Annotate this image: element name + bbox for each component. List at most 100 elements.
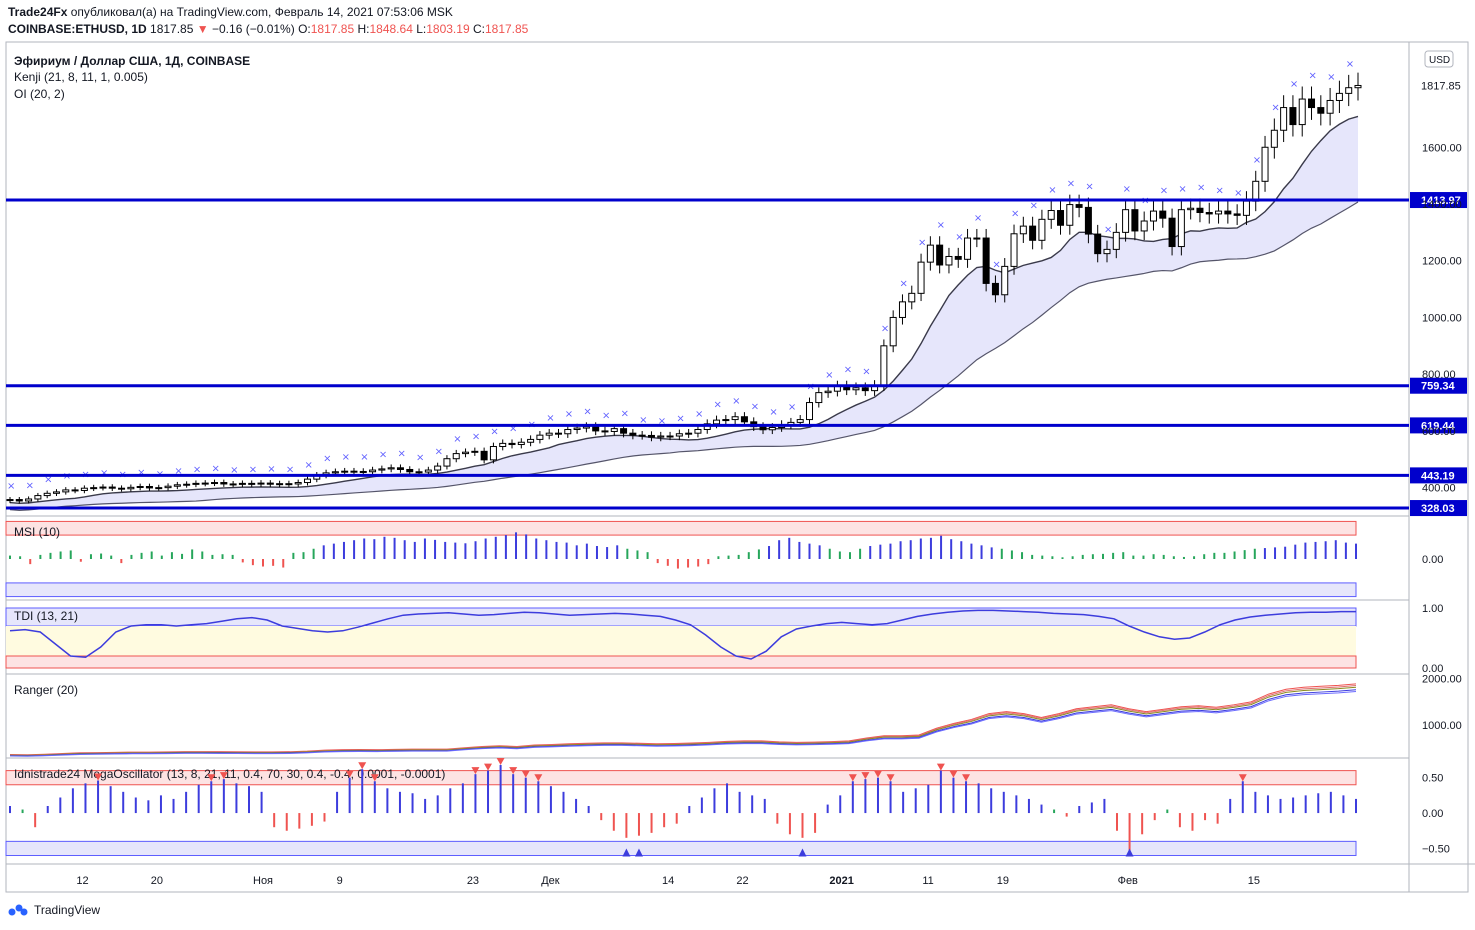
candle-body <box>266 482 274 485</box>
ranger-line <box>9 686 1357 756</box>
candle-body <box>517 441 525 446</box>
candle-body <box>15 499 23 502</box>
kenji-cross-marker: × <box>658 416 666 427</box>
author-name[interactable]: Trade24Fx <box>8 5 68 19</box>
indicator-title: Idnistrade24 MegaOscillator (13, 8, 21, … <box>14 767 445 781</box>
candle-body <box>238 482 246 485</box>
sell-signal-icon <box>848 774 857 782</box>
candle-body <box>1131 209 1139 232</box>
last-price: 1817.85 <box>150 22 194 36</box>
candle-body <box>945 255 953 266</box>
candle-body <box>452 453 460 460</box>
candle-body <box>740 416 748 423</box>
time-tick-label: 14 <box>662 875 674 887</box>
candle-body <box>1317 107 1325 114</box>
footer-brand[interactable]: TradingView <box>34 903 101 917</box>
candle-body <box>1038 218 1046 241</box>
kenji-cross-marker: × <box>1327 72 1335 83</box>
open-value: 1817.85 <box>310 22 355 36</box>
candle-body <box>211 482 219 485</box>
candle-body <box>350 470 358 473</box>
kenji-cross-marker: × <box>1178 184 1186 195</box>
candle-body <box>796 419 804 423</box>
ranger-tick-label: 1000.00 <box>1422 720 1462 732</box>
open-label: O: <box>298 22 311 36</box>
candle-body <box>657 435 665 438</box>
currency-badge <box>1424 50 1454 68</box>
candle-body <box>508 442 516 446</box>
candle-body <box>1168 217 1176 248</box>
kenji-cross-marker: × <box>342 452 350 463</box>
price-tick-label: 1400.00 <box>1422 199 1462 211</box>
candle-body <box>136 486 144 489</box>
kenji-cross-marker: × <box>1346 59 1354 70</box>
kenji-cross-marker: × <box>751 401 759 412</box>
candle-body <box>768 427 776 431</box>
sell-signal-icon <box>219 772 228 780</box>
kenji-cross-marker: × <box>490 427 498 438</box>
sell-signal-icon <box>962 774 971 782</box>
candle-body <box>1298 98 1306 126</box>
osc-tick-label: 0.00 <box>1422 808 1443 820</box>
candle-body <box>898 301 906 318</box>
indicator-zone <box>5 582 1357 598</box>
tdi-tick-label: 1.00 <box>1422 603 1443 615</box>
candle-body <box>647 434 655 438</box>
time-tick-label: 11 <box>922 875 933 887</box>
candle-body <box>1140 220 1148 232</box>
kenji-cross-marker: × <box>267 464 275 475</box>
candle-body <box>675 433 683 437</box>
candle-body <box>378 468 386 471</box>
indicator-zone <box>5 770 1357 786</box>
time-tick-label: 20 <box>151 875 163 887</box>
buy-signal-icon <box>798 848 807 857</box>
close-label: C: <box>472 22 485 36</box>
kenji-cross-marker: × <box>1309 71 1317 82</box>
kenji-cross-marker: × <box>1123 184 1131 195</box>
kenji-cross-marker: × <box>565 409 573 420</box>
last-price-tag <box>1410 77 1467 94</box>
tdi-line <box>9 609 1356 660</box>
kenji-cross-marker: × <box>621 408 629 419</box>
candle-body <box>359 470 367 473</box>
sell-signal-icon <box>1238 774 1247 782</box>
candle-body <box>527 438 535 443</box>
candle-body <box>638 434 646 437</box>
kenji-cross-marker: × <box>974 213 982 224</box>
currency-badge-label: USD <box>1429 55 1450 66</box>
candle-body <box>694 428 702 434</box>
buy-signal-icon <box>634 848 643 857</box>
candle-body <box>889 316 897 347</box>
candle-body <box>620 428 628 434</box>
candle-body <box>1335 92 1343 101</box>
candle-body <box>545 432 553 436</box>
footer: TradingView <box>8 903 100 917</box>
level-price-tag <box>1410 417 1467 434</box>
candle-body <box>127 486 135 490</box>
sell-signal-icon <box>358 762 367 770</box>
kenji-cross-marker: × <box>397 448 405 459</box>
kenji-cross-marker: × <box>416 453 424 464</box>
candle-body <box>722 419 730 422</box>
ranger-tick-label: 2000.00 <box>1422 673 1462 685</box>
candle-body <box>573 427 581 430</box>
kenji-cross-marker: × <box>230 465 238 476</box>
price-tick-label: 1200.00 <box>1422 256 1462 268</box>
level-price-label: 759.34 <box>1421 381 1456 393</box>
time-tick-label: Фев <box>1118 875 1138 887</box>
kenji-cross-marker: × <box>602 411 610 422</box>
candle-body <box>415 471 423 474</box>
level-price-label: 619.44 <box>1421 420 1456 432</box>
candle-body <box>285 483 293 486</box>
candle-body <box>118 487 126 490</box>
kenji-cross-marker: × <box>769 407 777 418</box>
price-tick-label: 400.00 <box>1422 483 1456 495</box>
kenji-cross-marker: × <box>453 434 461 445</box>
candle-body <box>424 469 432 473</box>
candle-body <box>1010 233 1018 267</box>
kenji-cross-marker: × <box>1011 209 1019 220</box>
sell-signal-icon <box>861 772 870 780</box>
kenji-cross-marker: × <box>1085 182 1093 193</box>
candle-body <box>1326 99 1334 114</box>
